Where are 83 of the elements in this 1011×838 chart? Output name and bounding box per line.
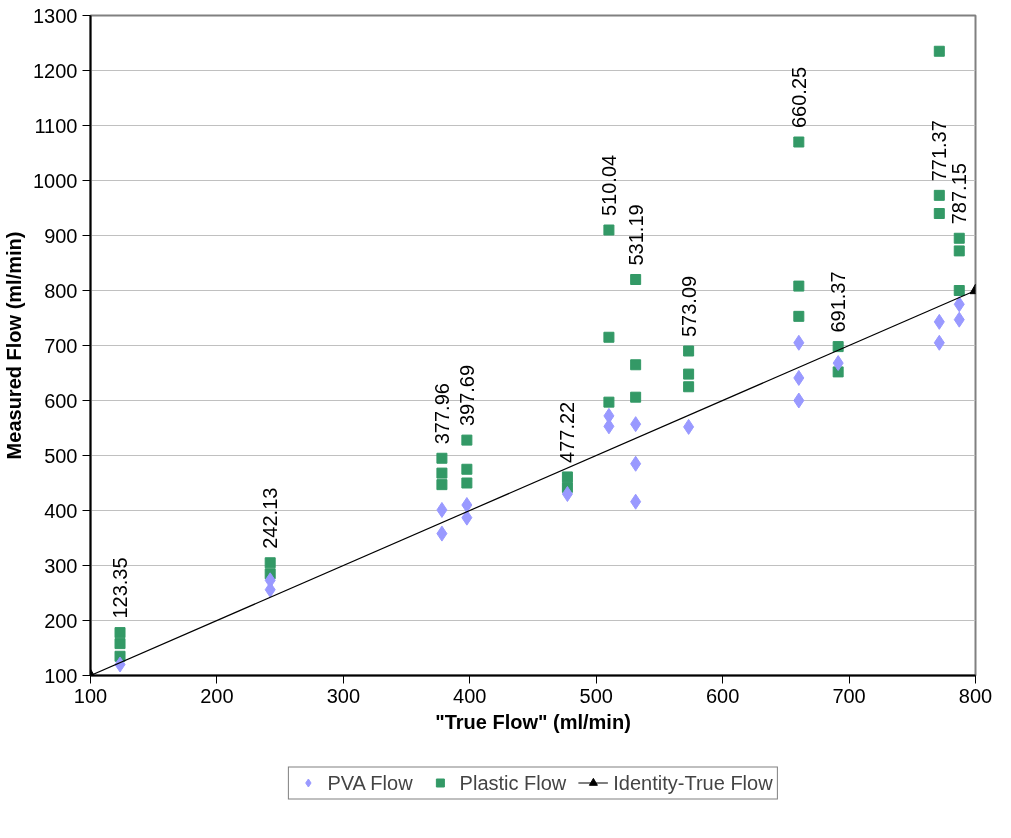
point [630, 416, 642, 433]
x-axis-title: "True Flow" (ml/min) [435, 710, 631, 733]
y-tick-label: 300 [44, 554, 78, 577]
y-tick-label: 200 [44, 609, 78, 632]
legend-label: Plastic Flow [459, 771, 567, 794]
point [630, 493, 642, 510]
annotation: 660.25 [787, 66, 810, 128]
point [603, 331, 615, 343]
point [683, 381, 695, 393]
annotation: 531.19 [624, 204, 647, 266]
point [683, 418, 695, 435]
point [793, 334, 805, 351]
y-tick-label: 900 [44, 224, 78, 247]
x-tick-label: 400 [453, 684, 487, 707]
point [953, 245, 965, 257]
point [953, 285, 965, 296]
x-tick-label: 500 [579, 684, 613, 707]
point [461, 497, 473, 513]
legend-label: PVA Flow [327, 771, 413, 794]
point [953, 311, 965, 328]
point [603, 396, 615, 408]
point [933, 334, 945, 351]
annotation: 691.37 [827, 271, 850, 333]
annotation: 377.96 [430, 383, 453, 445]
x-tick-label: 200 [200, 684, 234, 707]
point [603, 224, 615, 236]
point [436, 479, 448, 491]
y-tick-label: 600 [44, 389, 78, 412]
point [683, 345, 695, 357]
annotation: 397.69 [455, 364, 478, 427]
y-tick-label: 700 [44, 334, 78, 357]
point [933, 189, 945, 201]
annotation: 123.35 [109, 557, 132, 619]
y-tick-label: 1300 [33, 4, 78, 27]
y-tick-label: 100 [44, 664, 78, 687]
annotation: 573.09 [677, 275, 700, 337]
point [461, 434, 473, 446]
point [793, 280, 805, 292]
point [793, 310, 805, 322]
annotation: 771.37 [928, 120, 951, 182]
point [683, 368, 695, 380]
y-tick-label: 1000 [33, 169, 78, 192]
point [953, 296, 965, 313]
x-tick-label: 700 [832, 684, 866, 707]
point [461, 509, 473, 526]
point [793, 369, 805, 386]
y-tick-label: 1200 [33, 59, 78, 82]
y-tick-label: 500 [44, 444, 78, 467]
point [630, 455, 642, 472]
point [461, 477, 473, 489]
y-tick-label: 400 [44, 499, 78, 522]
point [793, 392, 805, 409]
annotation: 787.15 [948, 163, 971, 225]
point [933, 313, 945, 330]
point [561, 471, 573, 483]
point [436, 525, 448, 542]
point [461, 463, 473, 475]
annotation: 242.13 [259, 487, 282, 549]
y-axis-title: Measured Flow (ml/min) [3, 231, 26, 460]
annotation: 510.04 [597, 154, 620, 216]
point [953, 232, 965, 244]
point [114, 627, 126, 639]
point [436, 452, 448, 464]
annotation: 477.22 [556, 401, 579, 463]
x-tick-label: 100 [73, 684, 108, 707]
point [436, 501, 448, 518]
point [933, 45, 945, 57]
point [264, 557, 276, 569]
point [630, 359, 642, 371]
x-tick-label: 300 [326, 684, 361, 707]
point [630, 391, 642, 403]
point [436, 467, 448, 479]
x-tick-label: 800 [958, 684, 993, 707]
point [114, 638, 126, 650]
point [832, 355, 844, 372]
y-tick-label: 800 [44, 279, 78, 302]
point [793, 136, 805, 148]
legend-label: Identity-True Flow [613, 771, 773, 794]
point [630, 274, 642, 285]
y-tick-label: 1100 [34, 114, 78, 137]
point [561, 486, 573, 502]
point [933, 208, 945, 219]
x-tick-label: 600 [705, 684, 740, 707]
